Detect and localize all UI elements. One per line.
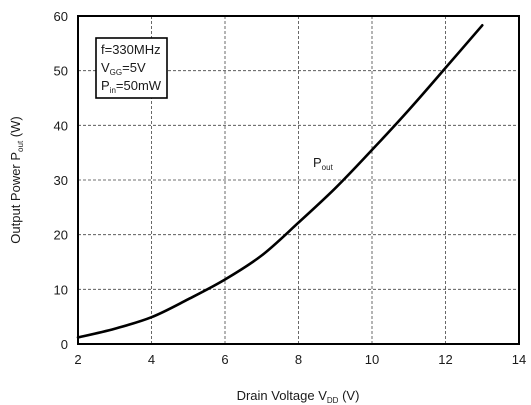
y-tick-label: 0: [61, 337, 68, 352]
x-tick-label: 8: [295, 352, 302, 367]
pout-series-line: [76, 24, 484, 339]
condition-vgg-main: V: [101, 60, 110, 75]
series-label-main: P: [313, 155, 322, 170]
x-axis-title-main: Drain Voltage V: [237, 388, 328, 403]
plot-frame: [77, 15, 520, 345]
condition-vgg-value: =5V: [122, 60, 146, 75]
x-axis-title: Drain Voltage VDD (V): [237, 388, 360, 405]
series-label-sub: out: [322, 163, 334, 172]
y-tick-label: 30: [54, 173, 68, 188]
condition-pin-sub: in: [110, 86, 116, 95]
x-axis-title-sub: DD: [327, 396, 339, 405]
x-axis-title-unit: (V): [338, 388, 359, 403]
y-tick-label: 50: [54, 64, 68, 79]
y-axis-title-unit: (W): [8, 116, 23, 141]
x-tick-label: 12: [438, 352, 452, 367]
condition-pin: Pin=50mW: [101, 78, 162, 95]
x-tick-label: 14: [512, 352, 526, 367]
y-tick-label: 20: [54, 228, 68, 243]
x-tick-label: 10: [365, 352, 379, 367]
grid-lines: [78, 16, 519, 344]
y-axis-title-main: Output Power P: [8, 152, 23, 244]
x-tick-label: 6: [221, 352, 228, 367]
y-tick-labels: 0 10 20 30 40 50 60: [54, 9, 68, 352]
condition-pin-main: P: [101, 78, 110, 93]
y-axis-title: Output Power Pout (W): [8, 116, 25, 243]
condition-pin-value: =50mW: [116, 78, 162, 93]
series-label-pout: Pout: [313, 155, 334, 172]
condition-vgg: VGG=5V: [101, 60, 146, 77]
condition-frequency-text: f=330MHz: [101, 42, 161, 57]
x-tick-labels: 2 4 6 8 10 12 14: [74, 352, 526, 367]
conditions-box: [95, 37, 168, 99]
y-tick-label: 40: [54, 118, 68, 133]
condition-vgg-sub: GG: [110, 68, 122, 77]
y-tick-label: 60: [54, 9, 68, 24]
x-tick-label: 4: [148, 352, 155, 367]
y-tick-label: 10: [54, 282, 68, 297]
condition-frequency: f=330MHz: [101, 42, 161, 57]
y-axis-title-sub: out: [16, 140, 25, 152]
x-tick-label: 2: [74, 352, 81, 367]
